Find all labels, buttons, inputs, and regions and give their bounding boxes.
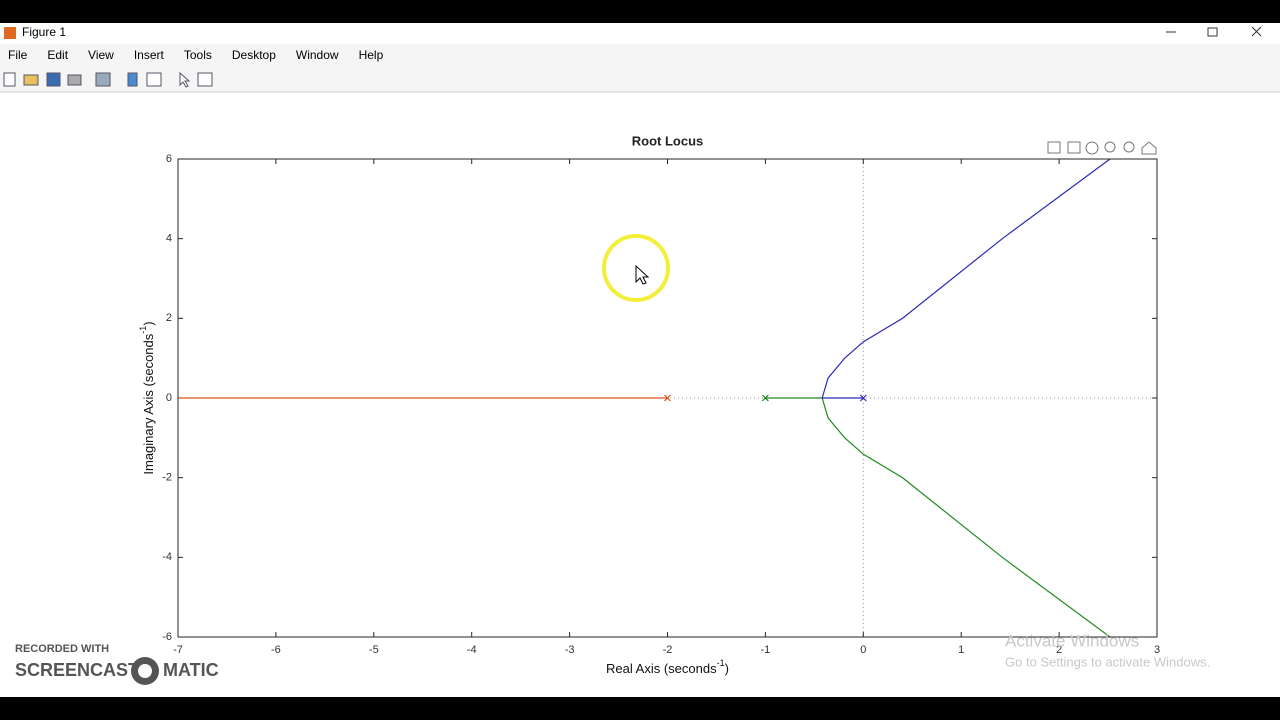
zoom-out-icon[interactable]: [1123, 141, 1135, 153]
x-tick-label: -7: [173, 644, 183, 656]
link-icon[interactable]: [95, 72, 111, 87]
x-tick-label: 1: [958, 644, 964, 656]
watermark-brand: SCREENCAST: [15, 660, 139, 680]
cursor-highlight: [602, 234, 670, 302]
export-icon[interactable]: [1047, 141, 1061, 154]
axes-box: [177, 158, 1158, 638]
close-button[interactable]: [1251, 26, 1262, 37]
activation-title: Activate Windows: [1005, 631, 1139, 650]
y-tick-label: -6: [162, 631, 172, 643]
menu-item[interactable]: Edit: [47, 48, 68, 62]
y-tick-label: -2: [162, 472, 172, 484]
menu-item[interactable]: Help: [359, 48, 384, 62]
menu-item[interactable]: File: [8, 48, 28, 62]
y-axis-label-sup: -1: [138, 326, 148, 334]
x-tick-label: 0: [860, 644, 866, 656]
pan-icon[interactable]: [1085, 141, 1099, 155]
toolbar: [0, 67, 1280, 92]
y-axis-label-text: Imaginary Axis (seconds: [141, 333, 156, 474]
x-axis-label: Real Axis (seconds-1): [606, 658, 729, 676]
menu-item[interactable]: Desktop: [232, 48, 276, 62]
title-bar: [0, 23, 1280, 44]
home-icon[interactable]: [1141, 141, 1157, 155]
y-axis-label-close: ): [141, 321, 156, 325]
x-tick-label: 2: [1056, 644, 1062, 656]
y-tick-label: -4: [162, 551, 172, 563]
chart: Root Locus-7 -6 -5 -4 -3 -2 -1 0 1 2 3-6-4-20246Re…: [138, 133, 1160, 676]
cursor: [635, 264, 650, 285]
axes-toolbar: [1047, 141, 1157, 155]
menu-bar: [0, 44, 1280, 67]
menu: File Edit View Insert Tools Desktop Window Help: [8, 48, 384, 62]
pole-marker: [664, 394, 671, 402]
x-tick-label: -1: [761, 644, 771, 656]
figure-area: [0, 93, 1280, 697]
app-icon: [4, 27, 16, 39]
menu-item[interactable]: Window: [296, 48, 339, 62]
x-tick-label: 3: [1154, 644, 1160, 656]
x-tick-label: -2: [663, 644, 673, 656]
locus-branch: [765, 397, 1111, 638]
pointer-icon[interactable]: [179, 71, 191, 88]
x-axis-label-text: Real Axis (seconds: [606, 661, 717, 676]
x-tick-label: -6: [271, 644, 281, 656]
x-axis-label-close: ): [725, 661, 729, 676]
toolbar-icons: [3, 71, 213, 88]
pole-marker: [761, 394, 769, 402]
restore-button[interactable]: [1207, 27, 1218, 37]
watermark-logo-inner: [138, 664, 152, 678]
chart-title: Root Locus: [632, 133, 704, 148]
watermark-recorded: RECORDED WITH: [15, 643, 109, 655]
menu-item[interactable]: View: [88, 48, 114, 62]
property-icon[interactable]: [197, 72, 213, 87]
x-tick-label: -4: [467, 644, 477, 656]
brush-icon[interactable]: [1067, 141, 1081, 154]
x-axis-label-sup: -1: [717, 658, 725, 668]
y-tick-label: 4: [166, 233, 172, 245]
print-icon[interactable]: [67, 74, 82, 86]
y-axis-label: Imaginary Axis (seconds-1): [138, 321, 156, 474]
y-tick-label: 2: [166, 312, 172, 324]
x-tick-label: -3: [565, 644, 575, 656]
menu-item[interactable]: Insert: [134, 48, 165, 62]
menu-item[interactable]: Tools: [184, 48, 212, 62]
y-tick-label: 6: [166, 153, 172, 165]
new-icon[interactable]: [3, 72, 16, 87]
open-icon[interactable]: [23, 74, 39, 86]
window-title: Figure 1: [22, 25, 66, 39]
x-tick-label: -5: [369, 644, 379, 656]
zoom-in-icon[interactable]: [1104, 141, 1116, 153]
colorbar-icon[interactable]: [127, 72, 138, 87]
locus-branch: [821, 158, 1111, 399]
pole-marker: [859, 394, 867, 402]
save-icon[interactable]: [46, 72, 61, 87]
y-tick-label: 0: [166, 392, 172, 404]
watermark-brand: MATIC: [163, 660, 219, 680]
legend-icon[interactable]: [146, 72, 162, 87]
activation-message: Go to Settings to activate Windows.: [1005, 654, 1210, 669]
